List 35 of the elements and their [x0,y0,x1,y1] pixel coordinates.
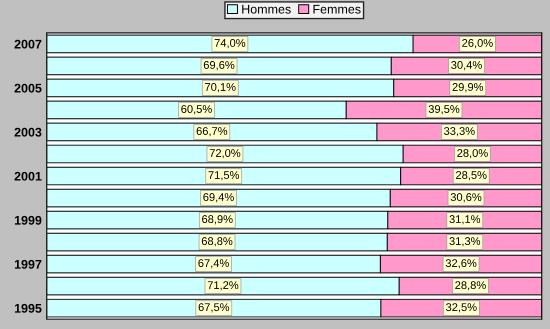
data-label: 66,7% [196,127,228,136]
y-tick-label: 1999 [14,216,42,225]
data-label: 74,0% [214,39,246,48]
y-tick-label: 1997 [14,260,42,269]
data-label: 69,6% [204,61,234,70]
data-label: 67,5% [198,303,230,312]
y-tick-label: 2005 [14,84,42,93]
data-label: 71,2% [208,281,238,290]
legend-label: Femmes [313,4,361,14]
data-label: 32,6% [446,259,476,268]
data-label: 67,4% [198,259,229,268]
y-tick-label: 1995 [14,304,42,313]
data-label: 30,4% [451,61,482,70]
data-label: 71,5% [208,171,240,180]
data-label: 60,5% [181,105,212,114]
data-label: 28,8% [455,281,486,290]
data-label: 33,3% [444,127,475,136]
y-tick-label: 2003 [14,128,42,137]
data-label: 39,5% [428,105,460,114]
data-label: 26,0% [462,39,493,48]
y-tick-label: 2001 [14,172,42,181]
legend-label: Hommes [242,4,291,14]
data-label: 28,0% [457,149,488,158]
y-tick-label: 2007 [14,40,42,49]
data-label: 68,8% [202,237,232,246]
data-label: 69,4% [203,193,234,202]
data-label: 68,9% [202,215,233,224]
data-label: 70,1% [205,83,236,92]
data-label: 30,6% [450,193,482,202]
data-label: 31,1% [449,215,480,224]
data-label: 32,5% [446,303,477,312]
data-label: 31,3% [449,237,480,246]
data-label: 72,0% [210,149,240,158]
data-label: 28,5% [456,171,487,180]
data-label: 29,9% [452,83,484,92]
